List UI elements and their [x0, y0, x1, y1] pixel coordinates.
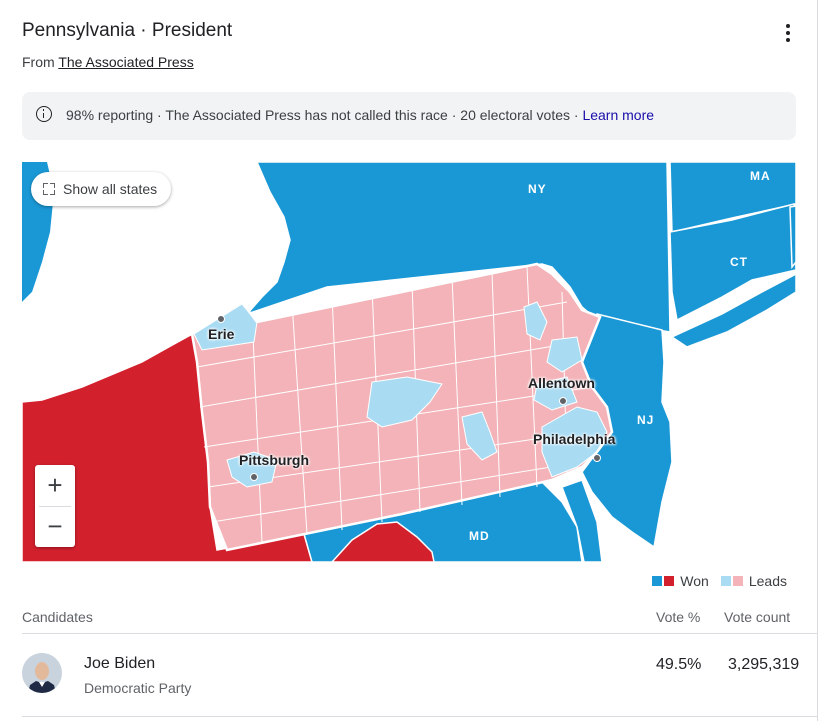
more-vert-icon[interactable] — [778, 22, 798, 44]
zoom-divider — [39, 506, 71, 507]
state-label-nj: NJ — [637, 413, 655, 427]
city-label-erie: Erie — [208, 326, 235, 342]
legend-swatch-dem-leads — [720, 576, 731, 586]
county-allegheny — [226, 451, 278, 488]
source-prefix: From — [22, 54, 59, 70]
state-label-md: MD — [469, 529, 490, 543]
legend-swatch-rep-leads — [732, 576, 743, 586]
candidate-vote-pct: 49.5% — [656, 656, 702, 673]
results-map[interactable]: Show all states Erie Allentown Philadelp… — [22, 162, 796, 562]
table-divider — [22, 633, 818, 634]
legend-leads-label: Leads — [748, 573, 787, 589]
avatar — [22, 653, 62, 693]
state-label-ma: MA — [750, 169, 771, 183]
row-divider — [22, 716, 818, 717]
reporting-notice: 98% reporting · The Associated Press has… — [22, 92, 796, 140]
notice-text: 98% reporting · The Associated Press has… — [66, 107, 654, 123]
county-lackawanna — [523, 301, 548, 341]
county-centre — [366, 376, 443, 428]
candidate-party: Democratic Party — [84, 680, 192, 696]
zoom-in-button[interactable]: + — [47, 470, 63, 500]
header-vote-count: Vote count — [724, 609, 791, 625]
page-title: Pennsylvania · President — [22, 20, 233, 41]
lake-erie — [22, 287, 194, 402]
state-ct — [669, 203, 796, 322]
zoom-controls: + − — [35, 465, 75, 547]
city-label-pittsburgh: Pittsburgh — [239, 452, 309, 468]
state-wv — [330, 521, 435, 562]
state-de — [561, 479, 603, 562]
state-label-ny: NY — [528, 182, 547, 196]
map-canvas[interactable] — [22, 162, 796, 562]
source-link[interactable]: The Associated Press — [58, 54, 194, 70]
source-line: From The Associated Press — [22, 54, 194, 70]
legend-won-label: Won — [680, 573, 709, 589]
show-all-states-label: Show all states — [63, 181, 158, 197]
city-label-allentown: Allentown — [528, 375, 595, 391]
expand-icon — [43, 183, 55, 195]
header-candidates: Candidates — [22, 609, 93, 625]
info-icon — [36, 106, 52, 122]
legend-swatch-dem-won — [652, 576, 663, 586]
zoom-out-button[interactable]: − — [47, 511, 63, 541]
long-island — [670, 273, 796, 348]
city-dot-erie — [217, 315, 225, 323]
learn-more-link[interactable]: Learn more — [582, 107, 655, 123]
candidate-name[interactable]: Joe Biden — [84, 655, 156, 672]
city-dot-philadelphia — [593, 454, 601, 462]
state-ri — [789, 205, 796, 270]
notice-message: 98% reporting · The Associated Press has… — [66, 107, 583, 123]
legend-swatch-rep-won — [664, 576, 675, 586]
city-label-philadelphia: Philadelphia — [533, 431, 616, 447]
state-label-ct: CT — [730, 255, 748, 269]
county-dauphin — [461, 411, 498, 461]
county-erie — [193, 303, 258, 351]
city-dot-pittsburgh — [250, 473, 258, 481]
county-monroe — [546, 336, 583, 373]
candidate-vote-count: 3,295,319 — [728, 656, 800, 673]
map-legend: Won Leads — [652, 573, 787, 589]
header-vote-pct: Vote % — [656, 609, 701, 625]
city-dot-allentown — [559, 397, 567, 405]
show-all-states-button[interactable]: Show all states — [31, 172, 172, 206]
